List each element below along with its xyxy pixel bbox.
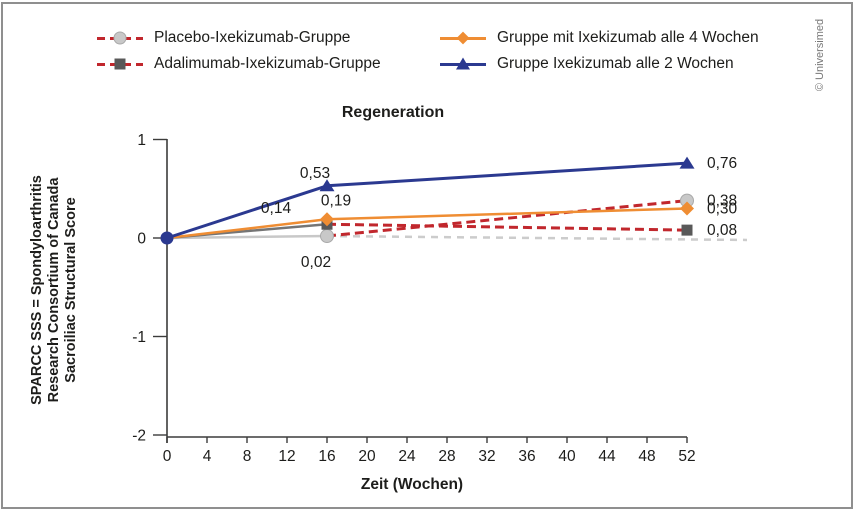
y-axis-label-line-2: Research Consortium of Canada: [46, 177, 62, 403]
legend-label-q2w: Gruppe Ixekizumab alle 2 Wochen: [497, 55, 734, 72]
data-point-marker: [679, 156, 695, 169]
data-point-label: 0,19: [321, 192, 351, 209]
data-point-label: 0,76: [707, 155, 737, 172]
x-tick-label: 28: [438, 448, 455, 465]
series-line: [166, 234, 328, 240]
data-point-label: 0,53: [300, 165, 330, 182]
legend-swatch-q4w: [440, 30, 486, 46]
data-point-marker: [320, 212, 334, 227]
x-tick-label: 48: [638, 448, 655, 465]
x-tick-label: 40: [558, 448, 576, 465]
legend-column-right: Gruppe mit Ixekizumab alle 4 Wochen Grup…: [440, 25, 759, 77]
data-point-marker: [320, 229, 334, 244]
data-point-marker: [681, 224, 693, 236]
legend-item-adalimumab-ixekizumab: Adalimumab-Ixekizumab-Gruppe: [97, 51, 381, 77]
x-tick-label: 4: [203, 448, 212, 465]
legend-item-ixekizumab-q2w: Gruppe Ixekizumab alle 2 Wochen: [440, 51, 759, 77]
x-tick-label: 8: [243, 448, 252, 465]
series-line: [166, 184, 328, 240]
x-tick-label: 24: [398, 448, 416, 465]
data-point-label: 0,02: [301, 254, 331, 271]
legend-label-q4w: Gruppe mit Ixekizumab alle 4 Wochen: [497, 29, 759, 46]
legend-column-left: Placebo-Ixekizumab-Gruppe Adalimumab-Ixe…: [97, 25, 381, 77]
copyright-credit: © Universimed: [814, 18, 826, 92]
square-marker-icon: [114, 58, 126, 70]
series-line: [326, 222, 688, 232]
data-point-label: 0,14: [261, 200, 292, 217]
y-tick-label: -1: [132, 329, 146, 346]
x-tick-label: 16: [318, 448, 335, 465]
data-point-marker: [160, 231, 174, 245]
legend-swatch-adalimumab: [97, 56, 143, 72]
chart-title: Regeneration: [341, 104, 445, 121]
series-line: [166, 218, 328, 240]
diamond-marker-icon: [456, 31, 470, 45]
legend-label-adalimumab: Adalimumab-Ixekizumab-Gruppe: [154, 55, 381, 72]
x-tick-label: 32: [478, 448, 495, 465]
data-point-label: 0,30: [707, 200, 738, 217]
x-axis-title: Zeit (Wochen): [361, 476, 463, 493]
x-tick-label: 52: [678, 448, 695, 465]
series-line: [326, 199, 688, 238]
y-tick-label: 1: [137, 132, 146, 149]
x-tick-label: 0: [163, 448, 172, 465]
y-axis-label-line-1: SPARCC SSS = Spondyloarthritis: [29, 175, 45, 405]
y-axis-label-line-3: Sacroiliac Structural Score: [63, 197, 79, 383]
triangle-marker-icon: [456, 57, 470, 70]
y-tick-label: 0: [137, 231, 146, 248]
baseline-extension-line: [326, 234, 748, 242]
legend-item-placebo-ixekizumab: Placebo-Ixekizumab-Gruppe: [97, 25, 381, 51]
legend-swatch-q2w: [440, 56, 486, 72]
data-point-label: 0,38: [707, 193, 737, 210]
data-point-marker: [680, 201, 694, 216]
legend-swatch-placebo: [97, 30, 143, 46]
data-point-label: 0,08: [707, 222, 737, 239]
circle-marker-icon: [113, 31, 127, 45]
x-tick-label: 36: [518, 448, 535, 465]
x-tick-label: 20: [358, 448, 376, 465]
x-tick-label: 12: [278, 448, 295, 465]
y-axis-label: SPARCC SSS = Spondyloarthritis Research …: [29, 130, 83, 450]
y-tick-label: -2: [132, 428, 146, 445]
legend-label-placebo: Placebo-Ixekizumab-Gruppe: [154, 29, 351, 46]
series-line: [326, 161, 688, 188]
legend-item-ixekizumab-q4w: Gruppe mit Ixekizumab alle 4 Wochen: [440, 25, 759, 51]
data-point-marker: [319, 179, 335, 192]
x-tick-label: 44: [598, 448, 616, 465]
series-line: [326, 207, 688, 221]
